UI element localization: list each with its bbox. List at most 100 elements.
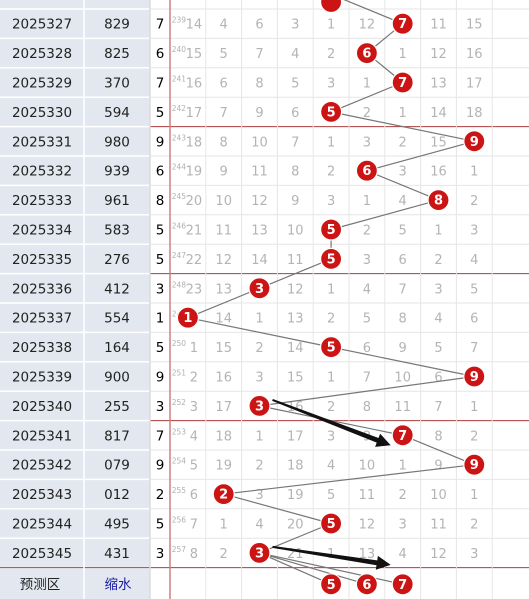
omission-value: 1 — [255, 429, 263, 444]
omission-value: 5 — [327, 488, 335, 503]
arrow-shape — [272, 398, 391, 447]
result-ball: 5 — [320, 100, 343, 124]
ball-number: 9 — [470, 458, 479, 473]
omission-value: 8 — [255, 77, 263, 92]
omission-value: 16 — [466, 47, 483, 62]
trend-line-segment — [259, 258, 332, 289]
issue-number: 2025341 — [12, 428, 72, 444]
omission-value: 1 — [220, 518, 228, 533]
sequence-number: 255 — [172, 486, 187, 495]
result-ball: 9 — [463, 130, 486, 153]
omission-value: 17 — [287, 429, 304, 444]
trend-line-segment — [223, 493, 332, 525]
result-ball: 2 — [212, 483, 235, 506]
omission-value: 7 — [255, 47, 263, 62]
omission-value: 8 — [434, 429, 442, 444]
ball-number: 5 — [327, 578, 336, 593]
omission-value: 3 — [470, 224, 478, 239]
issue-number: 2025337 — [12, 311, 72, 327]
result-ball: 7 — [391, 71, 414, 94]
omission-value: 15 — [215, 341, 232, 356]
omission-value: 2 — [363, 224, 371, 239]
ball-number: 5 — [327, 341, 336, 356]
omission-value: 2 — [327, 47, 335, 62]
shrink-link[interactable]: 缩水 — [105, 577, 132, 593]
omission-value: 17 — [215, 400, 232, 415]
ball-circle — [320, 100, 343, 124]
omission-value: 3 — [399, 165, 407, 180]
ball-number: 6 — [362, 578, 371, 593]
sequence-number: 257 — [172, 545, 187, 554]
omission-value: 2 — [327, 400, 335, 415]
omission-value: 7 — [399, 282, 407, 297]
omission-value: 13 — [430, 77, 447, 92]
omission-value: 20 — [287, 518, 304, 533]
sum-value: 7 — [156, 76, 165, 92]
omission-value: 6 — [190, 488, 198, 503]
result-ball: 3 — [248, 541, 271, 565]
draw-number: 961 — [104, 193, 130, 209]
issue-number: 2025327 — [12, 17, 72, 33]
draw-number: 370 — [104, 76, 130, 92]
sequence-number: 251 — [172, 369, 187, 378]
draw-number: 012 — [104, 487, 130, 503]
omission-value: 7 — [470, 341, 478, 356]
omission-value: 1 — [399, 106, 407, 121]
trend-line-segment — [330, 346, 475, 378]
omission-value: 6 — [255, 18, 263, 33]
omission-value: 10 — [394, 371, 411, 386]
sequence-number: 252 — [172, 398, 187, 407]
ball-number: 3 — [255, 399, 264, 414]
omission-value: 15 — [287, 371, 304, 386]
omission-value: 9 — [255, 106, 263, 121]
omission-value: 3 — [255, 371, 263, 386]
ball-circle — [391, 71, 414, 94]
omission-value: 1 — [363, 194, 371, 209]
issue-number: 2025335 — [12, 252, 72, 268]
issue-number: 2025329 — [12, 76, 72, 92]
omission-value: 6 — [220, 77, 228, 92]
draw-number: 829 — [104, 17, 130, 33]
omission-value: 12 — [430, 547, 447, 562]
omission-value: 4 — [327, 459, 335, 474]
result-ball: 3 — [248, 277, 271, 300]
omission-value: 8 — [399, 312, 407, 327]
ball-number: 9 — [470, 370, 479, 385]
sequence-number: 242 — [172, 104, 187, 113]
omission-value: 16 — [215, 371, 232, 386]
omission-value: 2 — [327, 165, 335, 180]
trend-line-segment — [366, 140, 475, 172]
omission-value: 1 — [470, 165, 478, 180]
ball-circle — [320, 218, 343, 241]
draw-number: 900 — [104, 370, 130, 386]
issue-number: 2025343 — [12, 487, 72, 503]
omission-value: 6 — [434, 371, 442, 386]
issue-number: 2025345 — [12, 546, 72, 562]
draw-number: 412 — [104, 281, 130, 297]
omission-value: 2 — [255, 341, 263, 356]
omission-value: 2 — [190, 371, 198, 386]
omission-value: 10 — [430, 488, 447, 503]
omission-value: 2 — [470, 518, 478, 533]
omission-value: 2 — [399, 135, 407, 150]
sum-value: 6 — [156, 164, 165, 180]
omission-value: 8 — [190, 547, 198, 562]
omission-value: 4 — [434, 312, 442, 327]
sum-value: 5 — [156, 252, 165, 268]
ball-number: 5 — [327, 252, 336, 267]
result-ball: 6 — [355, 573, 378, 596]
ball-circle — [463, 453, 486, 476]
omission-value: 4 — [399, 194, 407, 209]
omission-value: 1 — [255, 312, 263, 327]
ball-circle — [248, 277, 271, 300]
trend-line-segment — [402, 434, 475, 466]
omission-value: 14 — [251, 253, 268, 268]
omission-value: 6 — [470, 312, 478, 327]
issue-number: 2025339 — [12, 370, 72, 386]
omission-value: 3 — [190, 400, 198, 415]
result-ball: 9 — [463, 453, 486, 476]
sum-value: 3 — [156, 399, 165, 415]
sequence-number: 248 — [172, 280, 187, 289]
omission-value: 8 — [291, 165, 299, 180]
